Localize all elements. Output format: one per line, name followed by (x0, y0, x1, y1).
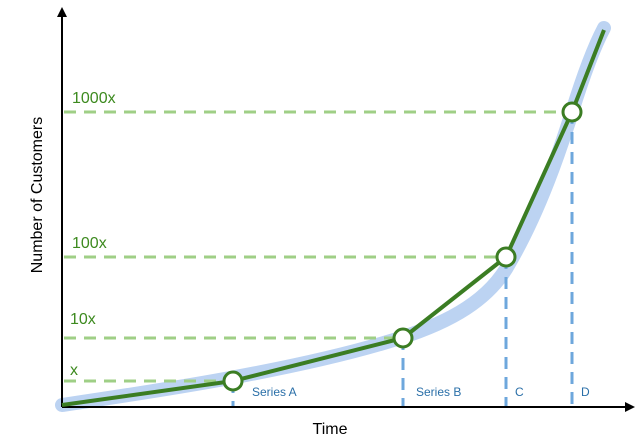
growth-line (61, 29, 606, 407)
level-label: 10x (70, 311, 96, 328)
x-axis-label: Time (313, 421, 348, 438)
level-label: 100x (72, 235, 107, 252)
stage-label: Series A (252, 385, 297, 399)
level-lines (64, 110, 572, 383)
level-label: 1000x (72, 90, 116, 107)
stage-label: C (515, 385, 524, 399)
stage-label: D (581, 385, 590, 399)
milestones (222, 101, 583, 392)
stage-label: Series B (416, 385, 461, 399)
level-label: x (70, 362, 78, 379)
y-axis-label: Number of Customers (29, 117, 46, 274)
